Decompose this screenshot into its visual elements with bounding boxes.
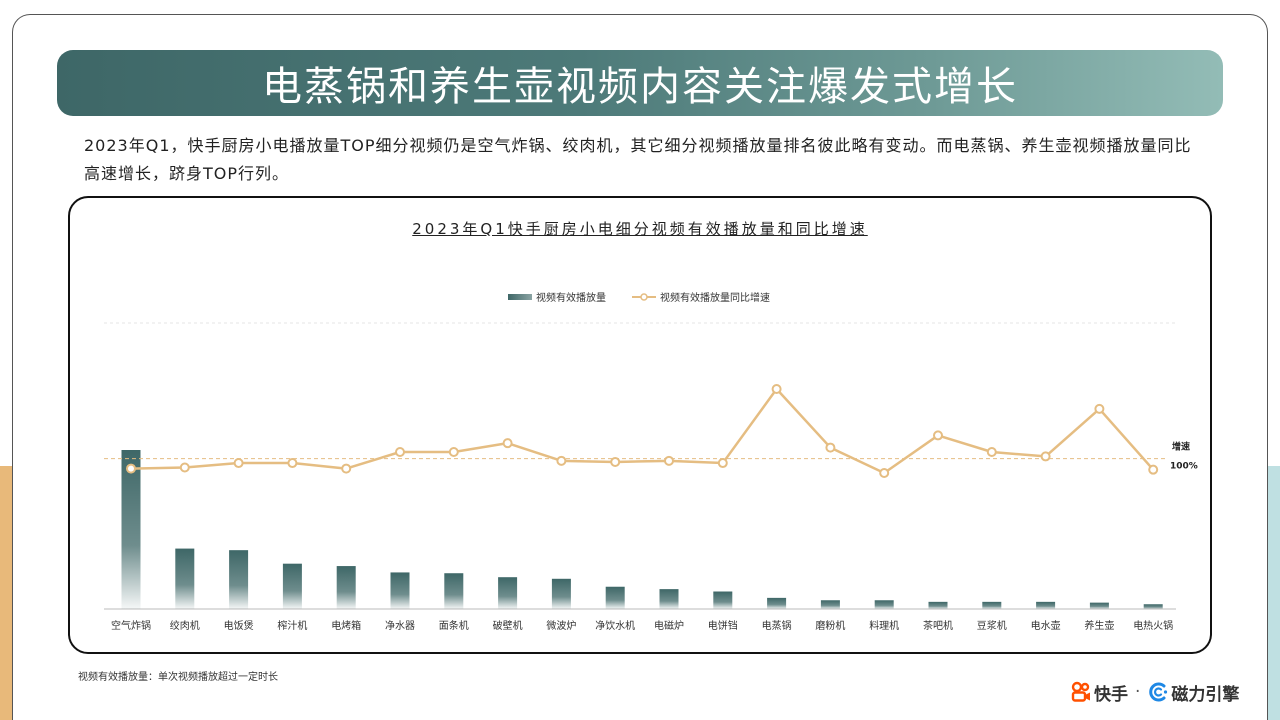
growth-point-7 [502, 438, 513, 449]
category-label-4: 电烤箱 [331, 619, 361, 632]
bar-13 [820, 600, 840, 609]
growth-point-4 [341, 463, 352, 474]
summary-text: 2023年Q1，快手厨房小电播放量TOP细分视频仍是空气炸锅、绞肉机，其它细分视… [84, 136, 1192, 183]
page-title: 电蒸锅和养生壶视频内容关注爆发式增长 [262, 64, 1018, 110]
title-banner: 电蒸锅和养生壶视频内容关注爆发式增长 [57, 50, 1223, 116]
reference-label-line2: 100% [1170, 462, 1198, 472]
bar-14 [874, 600, 894, 609]
growth-point-17 [1040, 451, 1051, 462]
bar-3 [282, 563, 302, 609]
bar-2 [229, 550, 249, 609]
growth-point-14 [879, 468, 890, 478]
category-label-9: 净饮水机 [595, 619, 635, 632]
growth-line [130, 387, 1155, 475]
category-label-12: 电蒸锅 [762, 619, 792, 632]
reference-label-line1: 增速 [1172, 441, 1190, 453]
bar-5 [390, 572, 410, 609]
growth-point-1 [179, 462, 190, 473]
category-label-6: 面条机 [439, 619, 469, 632]
category-label-8: 微波炉 [546, 619, 576, 632]
growth-point-0 [126, 463, 136, 474]
growth-point-19 [1148, 464, 1159, 475]
chart-frame [68, 196, 1212, 654]
category-label-17: 电水壶 [1031, 619, 1061, 632]
kuaishou-logo-icon [1071, 681, 1090, 702]
growth-point-11 [717, 458, 728, 469]
bar-16 [982, 601, 1002, 609]
brand-logos: 快手 · 磁力引擎 [1070, 680, 1240, 705]
bar-17 [1036, 601, 1056, 609]
category-label-14: 料理机 [869, 619, 899, 632]
chart-title: 2023年Q1快手厨房小电细分视频有效播放量和同比增速 [412, 220, 868, 238]
growth-point-16 [986, 447, 997, 457]
growth-point-13 [825, 442, 836, 453]
cili-logo-icon [1149, 682, 1168, 702]
bar-12 [767, 597, 787, 609]
growth-point-9 [610, 456, 621, 467]
bar-1 [175, 548, 195, 609]
category-label-10: 电磁炉 [654, 619, 684, 632]
legend-line-marker [640, 293, 648, 301]
category-label-0: 空气炸锅 [111, 619, 151, 632]
growth-point-15 [933, 430, 943, 441]
growth-point-6 [448, 447, 459, 457]
bar-11 [713, 591, 733, 609]
category-label-19: 电热火锅 [1133, 619, 1173, 632]
growth-point-10 [664, 455, 674, 466]
legend-bar-swatch [508, 294, 532, 300]
bar-0 [121, 450, 141, 609]
cili-brand-text: 磁力引擎 [1171, 684, 1240, 705]
growth-point-2 [233, 458, 244, 469]
bar-15 [928, 601, 948, 609]
brand-separator: · [1135, 682, 1141, 702]
kuaishou-brand-text: 快手 [1094, 684, 1128, 705]
category-label-7: 破壁机 [493, 619, 523, 632]
category-label-13: 磨粉机 [815, 619, 845, 632]
growth-point-12 [771, 384, 782, 394]
bar-7 [498, 577, 518, 609]
category-label-15: 茶吧机 [923, 619, 953, 632]
bar-4 [336, 566, 356, 609]
bar-9 [605, 586, 625, 609]
category-label-16: 豆浆机 [977, 619, 1007, 632]
growth-point-5 [395, 447, 405, 457]
growth-point-3 [287, 458, 298, 469]
legend-line-label: 视频有效播放量同比增速 [660, 291, 770, 304]
category-label-11: 电饼铛 [708, 619, 738, 632]
category-label-5: 净水器 [385, 619, 415, 632]
bar-19 [1143, 604, 1163, 609]
bar-18 [1089, 602, 1109, 609]
growth-point-18 [1094, 403, 1105, 414]
footnote: 视频有效播放量：单次视频播放超过一定时长 [78, 672, 278, 683]
category-label-2: 电饭煲 [224, 619, 254, 632]
legend-bar-label: 视频有效播放量 [536, 291, 606, 304]
bar-10 [659, 589, 679, 609]
growth-point-8 [556, 455, 567, 466]
category-label-1: 绞肉机 [170, 619, 200, 632]
category-label-18: 养生壶 [1084, 619, 1114, 632]
bar-8 [551, 578, 571, 609]
bar-6 [444, 573, 464, 609]
category-label-3: 榨汁机 [277, 619, 307, 632]
